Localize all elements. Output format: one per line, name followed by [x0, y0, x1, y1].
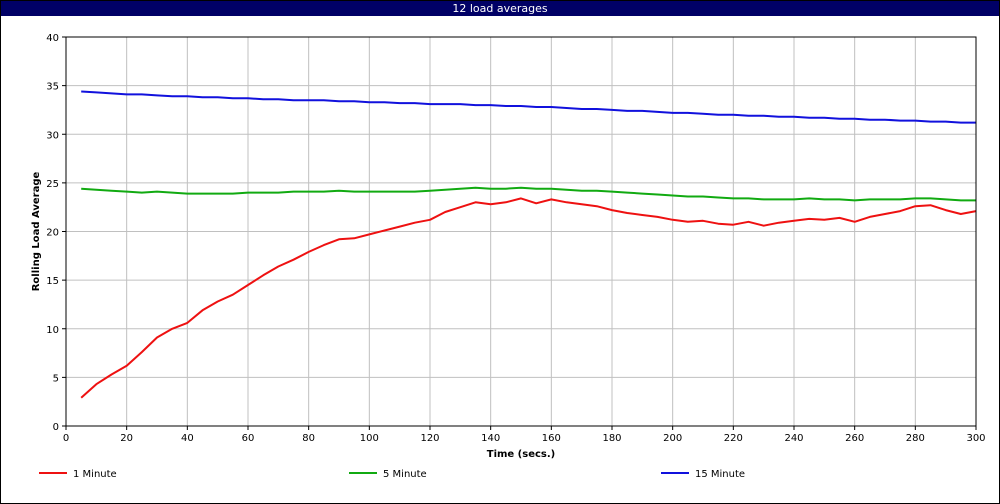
x-tick-label: 80	[302, 433, 315, 444]
y-tick-label: 0	[53, 422, 59, 433]
tick-layer: 0 20 40 60 80 100 120 140 160 180 200 220 240 260 280 3…	[46, 33, 985, 444]
x-tick-label: 200	[663, 433, 682, 444]
x-tick-label: 120	[420, 433, 439, 444]
series-layer	[80, 90, 977, 399]
x-tick-label: 60	[242, 433, 255, 444]
x-tick-label: 260	[845, 433, 864, 444]
x-tick-label: 40	[181, 433, 194, 444]
x-tick-label: 180	[602, 433, 621, 444]
y-tick-label: 30	[46, 130, 59, 141]
y-tick-label: 15	[46, 276, 59, 287]
y-tick-label: 10	[46, 325, 59, 336]
x-tick-label: 100	[360, 433, 379, 444]
chart-title: 12 load averages	[1, 1, 999, 16]
x-tick-label: 160	[542, 433, 561, 444]
legend-label-3: 15 Minute	[695, 469, 745, 480]
x-tick-label: 140	[481, 433, 500, 444]
legend: 1 Minute 5 Minute 15 Minute	[39, 469, 745, 480]
x-tick-label: 300	[966, 433, 985, 444]
series-line-2	[81, 186, 976, 202]
y-tick-label: 5	[53, 373, 59, 384]
y-axis-label: Rolling Load Average	[31, 172, 42, 292]
y-tick-label: 25	[46, 179, 59, 190]
x-tick-label: 220	[724, 433, 743, 444]
series-line-3	[81, 90, 976, 124]
legend-label-2: 5 Minute	[383, 469, 427, 480]
grid-layer	[66, 37, 976, 426]
x-tick-label: 240	[784, 433, 803, 444]
x-axis-label: Time (secs.)	[487, 449, 556, 460]
x-tick-label: 0	[63, 433, 69, 444]
y-tick-label: 20	[46, 228, 59, 239]
legend-label-1: 1 Minute	[73, 469, 117, 480]
series-line-1	[80, 197, 977, 399]
x-tick-label: 20	[120, 433, 133, 444]
y-tick-label: 40	[46, 33, 59, 44]
x-tick-label: 280	[906, 433, 925, 444]
y-tick-label: 35	[46, 82, 59, 93]
